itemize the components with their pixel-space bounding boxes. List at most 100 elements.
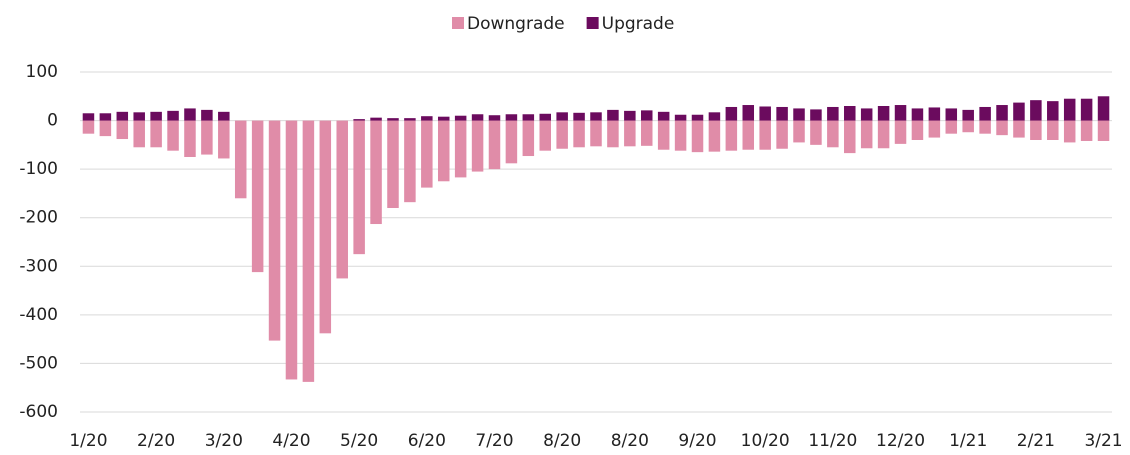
bar [167, 110, 179, 121]
bar [184, 108, 196, 121]
x-tick-label: 10/20 [741, 431, 790, 451]
x-tick-label: 5/20 [340, 431, 378, 451]
bar [99, 120, 112, 137]
bar [979, 120, 991, 134]
bar [911, 120, 924, 140]
bar [133, 112, 145, 121]
x-tick-label: 12/20 [876, 431, 925, 451]
bar [218, 111, 230, 121]
bar [996, 105, 1008, 121]
bar [370, 117, 382, 121]
bar [150, 111, 162, 121]
bar [641, 120, 653, 146]
bar [962, 120, 974, 133]
bar [793, 108, 805, 121]
x-tick-label: 2/20 [137, 431, 175, 451]
bar [877, 106, 890, 121]
bar [674, 120, 687, 151]
bar [437, 116, 450, 121]
bar [928, 120, 941, 138]
x-tick-label: 8/20 [611, 431, 649, 451]
bar [319, 120, 332, 334]
bar [370, 120, 382, 225]
bar [1013, 102, 1025, 121]
bar [607, 120, 619, 148]
bar [1047, 120, 1059, 140]
bar [251, 120, 264, 273]
bar [742, 120, 755, 150]
bar [421, 120, 433, 188]
bar [657, 120, 670, 150]
bar [1097, 96, 1110, 121]
x-tick-label: 6/20 [408, 431, 446, 451]
bar [1013, 120, 1025, 138]
bar [437, 120, 450, 182]
y-tick-label: -400 [19, 305, 58, 325]
bar [1080, 120, 1093, 141]
bar [556, 112, 568, 121]
bar [116, 111, 129, 121]
bar [218, 120, 230, 159]
x-tick-label: 11/20 [808, 431, 857, 451]
bar [573, 120, 585, 148]
bar [184, 120, 196, 157]
bar [505, 114, 518, 121]
bar [979, 106, 991, 121]
bar [641, 110, 653, 121]
y-tick-label: -100 [19, 159, 58, 179]
bar [827, 120, 839, 148]
bar [522, 120, 535, 157]
bar [234, 120, 247, 199]
bar [1080, 98, 1093, 121]
y-tick-label: -200 [19, 208, 58, 228]
bar [336, 120, 348, 279]
bar [894, 120, 907, 144]
x-tick-label: 1/21 [949, 431, 987, 451]
bar [471, 114, 484, 121]
bar [133, 120, 145, 148]
bar [353, 120, 365, 255]
bar [708, 112, 721, 121]
bar [505, 120, 518, 164]
bar [945, 120, 958, 134]
bar [1097, 120, 1110, 141]
bar [404, 118, 416, 121]
y-tick-label: -500 [19, 353, 58, 373]
bar [454, 120, 467, 178]
legend-label: Downgrade [467, 14, 565, 34]
bar [860, 120, 873, 149]
bar [691, 120, 704, 153]
bar [82, 113, 95, 121]
bar [556, 120, 568, 149]
bar [573, 112, 585, 121]
bar [539, 113, 551, 121]
bar [624, 120, 636, 147]
bar [894, 105, 907, 121]
x-tick-label: 7/20 [475, 431, 513, 451]
bar [911, 108, 924, 121]
x-tick-label: 2/21 [1017, 431, 1055, 451]
bar [877, 120, 890, 149]
bar [167, 120, 179, 151]
bar [844, 106, 856, 121]
bar [387, 118, 399, 121]
x-tick-label: 9/20 [678, 431, 716, 451]
bar [810, 109, 822, 121]
bar [1047, 101, 1059, 121]
bar [860, 108, 873, 121]
bar [759, 120, 771, 150]
bar [962, 109, 974, 121]
bar [657, 111, 670, 121]
bar [607, 109, 619, 121]
bar [454, 115, 467, 121]
bar [471, 120, 484, 172]
x-tick-label: 3/20 [205, 431, 243, 451]
bar [302, 120, 315, 382]
bar [624, 110, 636, 121]
bar [1063, 120, 1076, 143]
bar [759, 106, 771, 121]
bar [742, 105, 755, 121]
bar [674, 114, 687, 121]
bar [116, 120, 129, 140]
